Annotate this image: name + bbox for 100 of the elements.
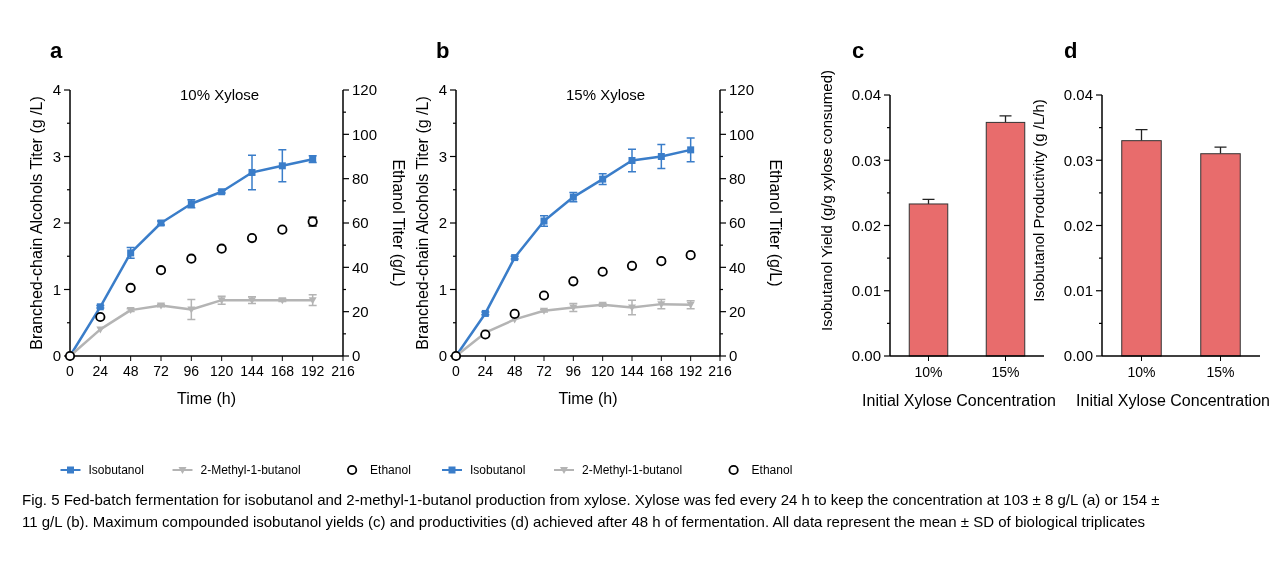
y-tick-label: 0 (52, 347, 61, 365)
y2-tick-label: 40 (729, 258, 746, 276)
y-tick-label: 0.02 (851, 216, 881, 234)
x-tick-label: 192 (300, 363, 325, 379)
y-tick-label: 1 (438, 280, 447, 298)
x-tick-label: 24 (92, 363, 109, 379)
x-tick-label: 48 (506, 363, 523, 379)
x-tick-label: 216 (708, 363, 732, 379)
y-tick-label: 0 (438, 347, 447, 365)
y-tick-label: 0.00 (1063, 347, 1093, 365)
point (125, 282, 136, 294)
x-axis-title: Time (h) (177, 390, 236, 407)
x-tick-label: 24 (477, 363, 494, 379)
x-tick-label: 144 (240, 363, 264, 379)
y2-tick-label: 0 (729, 347, 738, 365)
point (216, 243, 227, 254)
chart-title: d (1064, 38, 1078, 63)
y-axis-title: Branched-chain Alcohols Titer (g /L) (414, 96, 431, 350)
y-tick-label: 2 (52, 214, 61, 232)
x-axis-title: Time (h) (558, 390, 618, 407)
legend-label: Isobutanol (470, 463, 526, 478)
x-tick-label: 48 (122, 363, 139, 379)
point (95, 311, 106, 323)
y2-tick-label: 40 (352, 258, 369, 276)
x-tick-label: 72 (536, 363, 552, 379)
point (628, 304, 636, 312)
x-tick-label: 120 (209, 363, 234, 379)
y-axis-title: Isobutanol Productivity (g /L/h) (1030, 99, 1047, 302)
point (187, 306, 196, 314)
y-tick-label: 0.01 (1063, 282, 1093, 299)
point (278, 162, 286, 170)
point (597, 266, 608, 277)
y-tick-label: 0.03 (851, 151, 881, 169)
y2-tick-label: 60 (352, 214, 369, 232)
x-tick-label: 10% (914, 364, 943, 380)
chart-title: b (436, 38, 450, 63)
x-tick-label: 168 (270, 363, 295, 379)
y-tick-label: 0.04 (1063, 86, 1093, 104)
y-tick-label: 4 (52, 81, 61, 99)
point (657, 153, 665, 160)
x-axis-title: Initial Xylose Concentration (862, 392, 1056, 409)
y2-tick-label: 120 (729, 81, 755, 99)
y2-axis-title: Ethanol Titer (g/L) (390, 159, 407, 287)
point (248, 168, 256, 176)
point (538, 290, 550, 301)
x-tick-label: 96 (565, 363, 582, 379)
y2-tick-label: 100 (729, 125, 755, 143)
chart-title: a (50, 38, 63, 63)
x-tick-label: 10% (1127, 364, 1156, 380)
legend-label: 2-Methyl-1-butanol (200, 463, 301, 478)
chart-subtitle: 15% Xylose (566, 86, 646, 103)
x-tick-label: 72 (153, 363, 169, 379)
x-tick-label: 216 (331, 363, 355, 379)
y-tick-label: 0.02 (1063, 216, 1093, 234)
y-axis-title: Isobutanol Yield (g/g xylose consumed) (818, 70, 835, 331)
x-tick-label: 0 (452, 363, 461, 379)
y-tick-label: 0.01 (851, 282, 881, 299)
y-tick-label: 0.00 (851, 347, 881, 365)
y-tick-label: 2 (438, 214, 447, 232)
y2-tick-label: 120 (352, 81, 378, 99)
chart-subtitle: 10% Xylose (180, 86, 260, 103)
x-tick-label: 0 (66, 363, 75, 379)
y2-tick-label: 80 (729, 169, 746, 187)
y2-tick-label: 100 (352, 125, 378, 143)
legend-label: Ethanol (751, 463, 793, 478)
x-tick-label: 144 (620, 363, 644, 379)
legend-label: Ethanol (370, 463, 411, 478)
point (687, 146, 695, 154)
y-tick-label: 1 (52, 280, 61, 298)
legend-label: 2-Methyl-1-butanol (582, 463, 683, 478)
point (246, 232, 258, 244)
x-tick-label: 192 (678, 363, 703, 379)
y-tick-label: 3 (438, 147, 447, 165)
x-tick-label: 168 (649, 363, 674, 379)
point (155, 265, 167, 276)
y2-axis-title: Ethanol Titer (g/L) (767, 159, 784, 287)
y-tick-label: 3 (52, 147, 61, 165)
x-axis-title: Initial Xylose Concentration (1076, 392, 1270, 409)
y2-tick-label: 20 (352, 302, 369, 320)
point (628, 156, 636, 164)
point (626, 260, 638, 271)
point (568, 276, 579, 287)
y2-tick-label: 0 (352, 347, 361, 365)
x-tick-label: 96 (183, 363, 200, 379)
x-tick-label: 120 (590, 363, 615, 379)
y2-tick-label: 80 (352, 169, 369, 187)
point (186, 253, 197, 264)
x-tick-label: 15% (991, 364, 1020, 380)
y2-tick-label: 20 (729, 302, 746, 320)
point (277, 224, 288, 235)
y2-tick-label: 60 (729, 214, 746, 232)
caption: Fig. 5 Fed-batch fermentation for isobutanol and 2-methyl-1-butanol production from xylose. Xylose was fed every 24 h to keep the concentration at 103 ± 8 g/L (a) or 154 ± 11 g/L (b). Maximum compounded isobutanol yields (c) and productivities (d) achieved after 48 h of fermentation. All data represent the mean ± SD of biological triplicates (22, 491, 1160, 530)
x-tick-label: 15% (1206, 364, 1235, 380)
point (509, 308, 520, 319)
chart-title: c (852, 38, 865, 63)
y-tick-label: 4 (438, 81, 447, 99)
legend-label: Isobutanol (88, 463, 144, 478)
y-axis-title: Branched-chain Alcohols Titer (g /L) (28, 96, 45, 350)
y-tick-label: 0.03 (1063, 151, 1093, 169)
y-tick-label: 0.04 (851, 86, 881, 104)
